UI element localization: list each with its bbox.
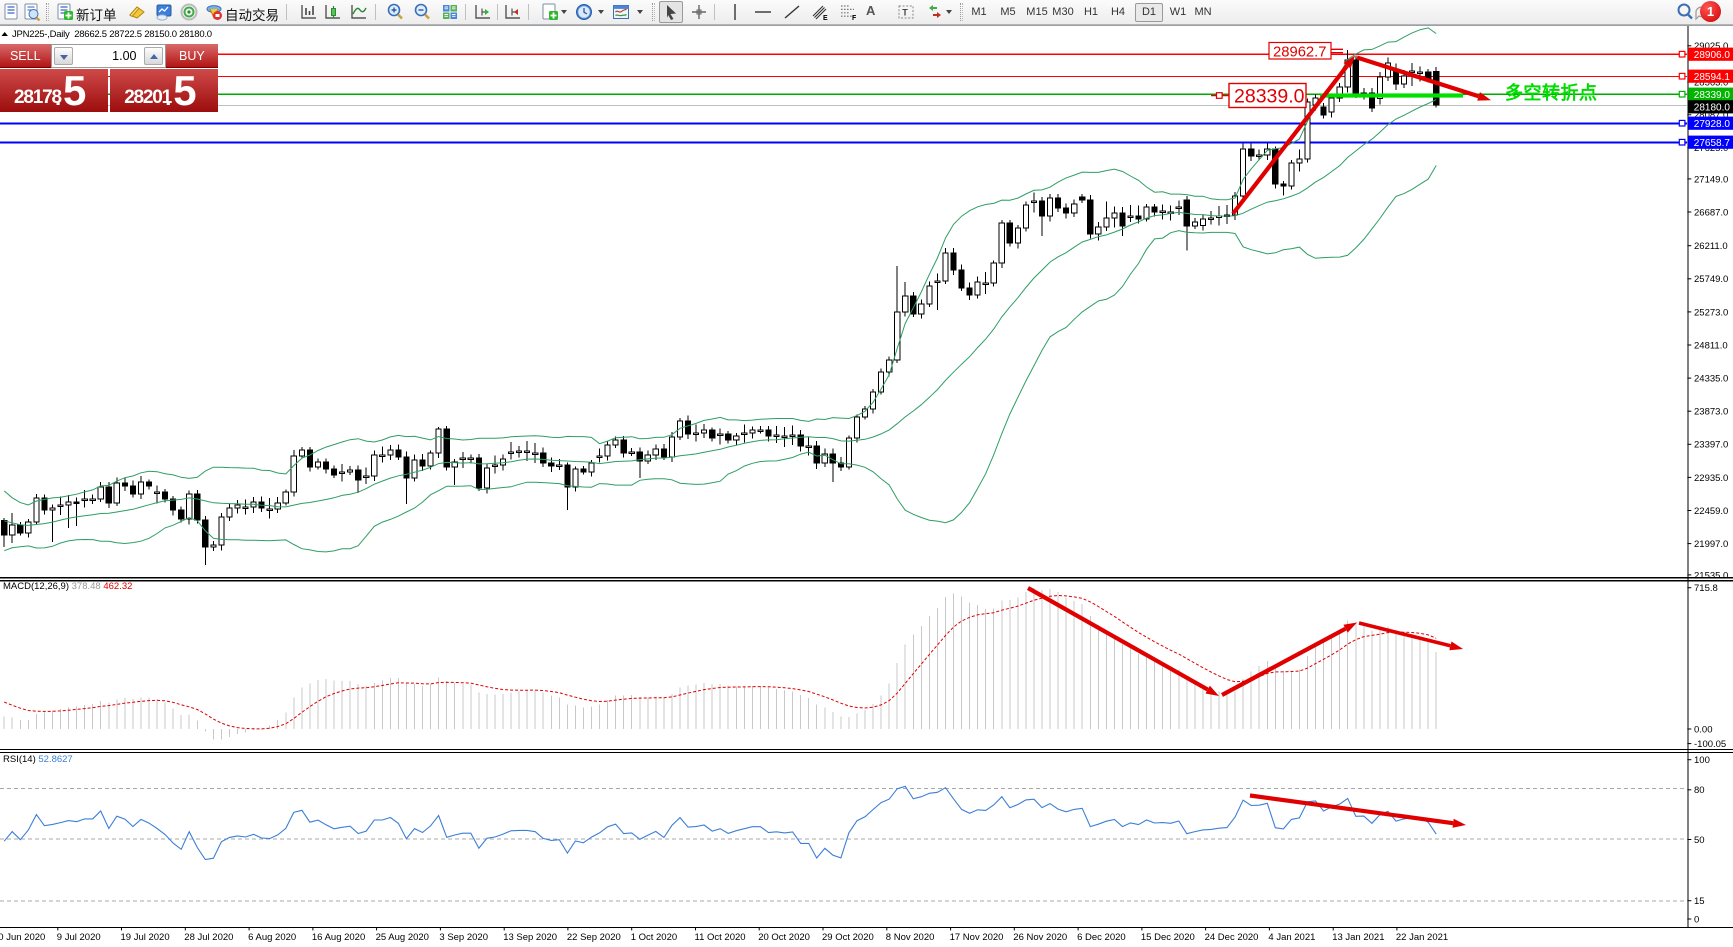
svg-text:22935.0: 22935.0 [1694, 473, 1728, 484]
svg-text:F: F [852, 15, 857, 22]
svg-text:28 Jul 2020: 28 Jul 2020 [184, 932, 233, 943]
svg-text:22459.0: 22459.0 [1694, 506, 1728, 517]
svg-text:6 Dec 2020: 6 Dec 2020 [1077, 932, 1126, 943]
svg-text:0: 0 [1694, 914, 1699, 925]
svg-text:0.00: 0.00 [1694, 724, 1713, 735]
svg-text:-100.05: -100.05 [1694, 739, 1726, 750]
svg-text:9 Jul 2020: 9 Jul 2020 [57, 932, 101, 943]
svg-text:28906.0: 28906.0 [1694, 50, 1731, 61]
svg-text:22 Jan 2021: 22 Jan 2021 [1396, 932, 1448, 943]
svg-text:24 Dec 2020: 24 Dec 2020 [1205, 932, 1259, 943]
svg-text:E: E [823, 15, 828, 22]
svg-text:27928.0: 27928.0 [1694, 119, 1731, 130]
svg-text:27149.0: 27149.0 [1694, 174, 1728, 185]
svg-text:25 Aug 2020: 25 Aug 2020 [376, 932, 429, 943]
svg-text:28594.1: 28594.1 [1694, 72, 1731, 83]
svg-text:29 Oct 2020: 29 Oct 2020 [822, 932, 874, 943]
svg-text:24811.0: 24811.0 [1694, 340, 1728, 351]
svg-text:28180.0: 28180.0 [1694, 102, 1731, 113]
svg-text:13 Jan 2021: 13 Jan 2021 [1332, 932, 1384, 943]
svg-text:25273.0: 25273.0 [1694, 307, 1728, 318]
svg-text:26687.0: 26687.0 [1694, 207, 1728, 218]
svg-text:15: 15 [1694, 896, 1705, 907]
svg-text:26 Nov 2020: 26 Nov 2020 [1013, 932, 1067, 943]
svg-text:19 Jul 2020: 19 Jul 2020 [121, 932, 170, 943]
svg-text:17 Nov 2020: 17 Nov 2020 [950, 932, 1004, 943]
svg-text:4 Jan 2021: 4 Jan 2021 [1268, 932, 1315, 943]
svg-text:T: T [902, 8, 908, 18]
svg-text:30 Jun 2020: 30 Jun 2020 [0, 932, 45, 943]
svg-text:50: 50 [1694, 835, 1705, 846]
svg-text:8 Nov 2020: 8 Nov 2020 [886, 932, 935, 943]
svg-text:16 Aug 2020: 16 Aug 2020 [312, 932, 365, 943]
svg-text:23873.0: 23873.0 [1694, 407, 1728, 418]
svg-text:715.8: 715.8 [1694, 583, 1718, 594]
svg-text:80: 80 [1694, 785, 1705, 796]
svg-text:28962.7: 28962.7 [1273, 45, 1327, 61]
svg-text:28339.0: 28339.0 [1694, 90, 1731, 101]
svg-text:MACD(12,26,9) 378.48 462.32: MACD(12,26,9) 378.48 462.32 [3, 581, 132, 592]
svg-text:25749.0: 25749.0 [1694, 274, 1728, 285]
svg-text:多空转折点: 多空转折点 [1505, 82, 1598, 103]
svg-text:13 Sep 2020: 13 Sep 2020 [503, 932, 557, 943]
svg-text:28339.0: 28339.0 [1234, 86, 1305, 108]
svg-text:24335.0: 24335.0 [1694, 374, 1728, 385]
svg-text:100: 100 [1694, 755, 1710, 766]
svg-text:23397.0: 23397.0 [1694, 440, 1728, 451]
svg-text:RSI(14) 52.8627: RSI(14) 52.8627 [3, 754, 73, 765]
svg-text:1 Oct 2020: 1 Oct 2020 [631, 932, 677, 943]
svg-text:26211.0: 26211.0 [1694, 241, 1728, 252]
svg-text:6 Aug 2020: 6 Aug 2020 [248, 932, 296, 943]
svg-text:21997.0: 21997.0 [1694, 539, 1728, 550]
svg-text:27658.7: 27658.7 [1694, 138, 1731, 149]
svg-text:15 Dec 2020: 15 Dec 2020 [1141, 932, 1195, 943]
svg-text:20 Oct 2020: 20 Oct 2020 [758, 932, 810, 943]
svg-text:JPN225-,Daily 28662.5 28722.5: JPN225-,Daily 28662.5 28722.5 28150.0 28… [12, 29, 212, 40]
svg-text:11 Oct 2020: 11 Oct 2020 [695, 932, 746, 943]
svg-text:3 Sep 2020: 3 Sep 2020 [439, 932, 488, 943]
svg-text:28087.0: 28087.0 [1694, 110, 1728, 121]
svg-text:29025.0: 29025.0 [1694, 41, 1728, 52]
svg-text:22 Sep 2020: 22 Sep 2020 [567, 932, 621, 943]
svg-text:21535.0: 21535.0 [1694, 570, 1728, 581]
svg-text:28563.0: 28563.0 [1694, 77, 1728, 88]
